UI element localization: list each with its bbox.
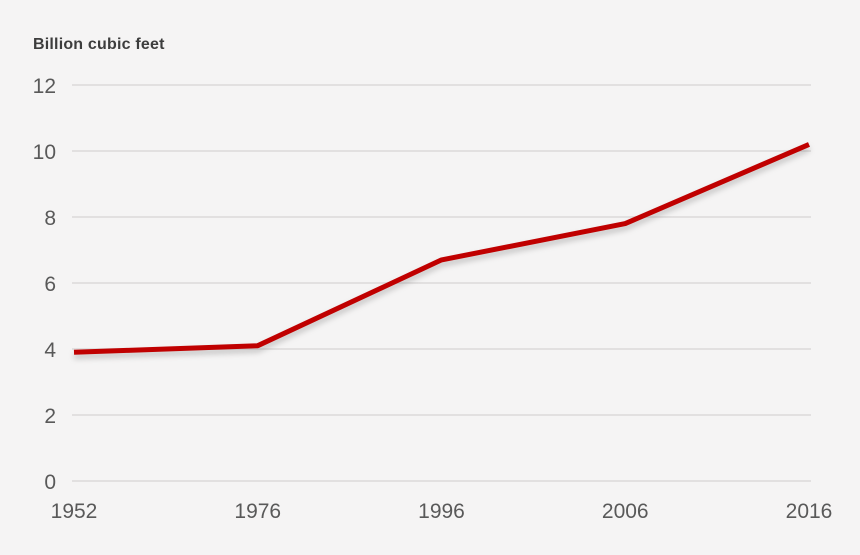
x-axis-tick-label: 2006 bbox=[602, 500, 649, 523]
data-series-line bbox=[73, 142, 810, 355]
y-axis-tick-label: 4 bbox=[44, 339, 56, 362]
chart-title: Billion cubic feet bbox=[33, 36, 165, 53]
x-axis-tick-label: 1996 bbox=[418, 500, 465, 523]
y-axis-tick-label: 10 bbox=[33, 141, 56, 164]
y-axis-tick-label: 2 bbox=[44, 405, 56, 428]
y-axis-tick-label: 12 bbox=[33, 75, 56, 98]
x-axis-tick-label: 2016 bbox=[786, 500, 833, 523]
y-axis-tick-label: 0 bbox=[44, 471, 56, 494]
y-axis-tick-label: 6 bbox=[44, 273, 56, 296]
x-axis-tick-label: 1976 bbox=[234, 500, 281, 523]
y-axis-tick-label: 8 bbox=[44, 207, 56, 230]
x-axis-tick-label: 1952 bbox=[51, 500, 98, 523]
